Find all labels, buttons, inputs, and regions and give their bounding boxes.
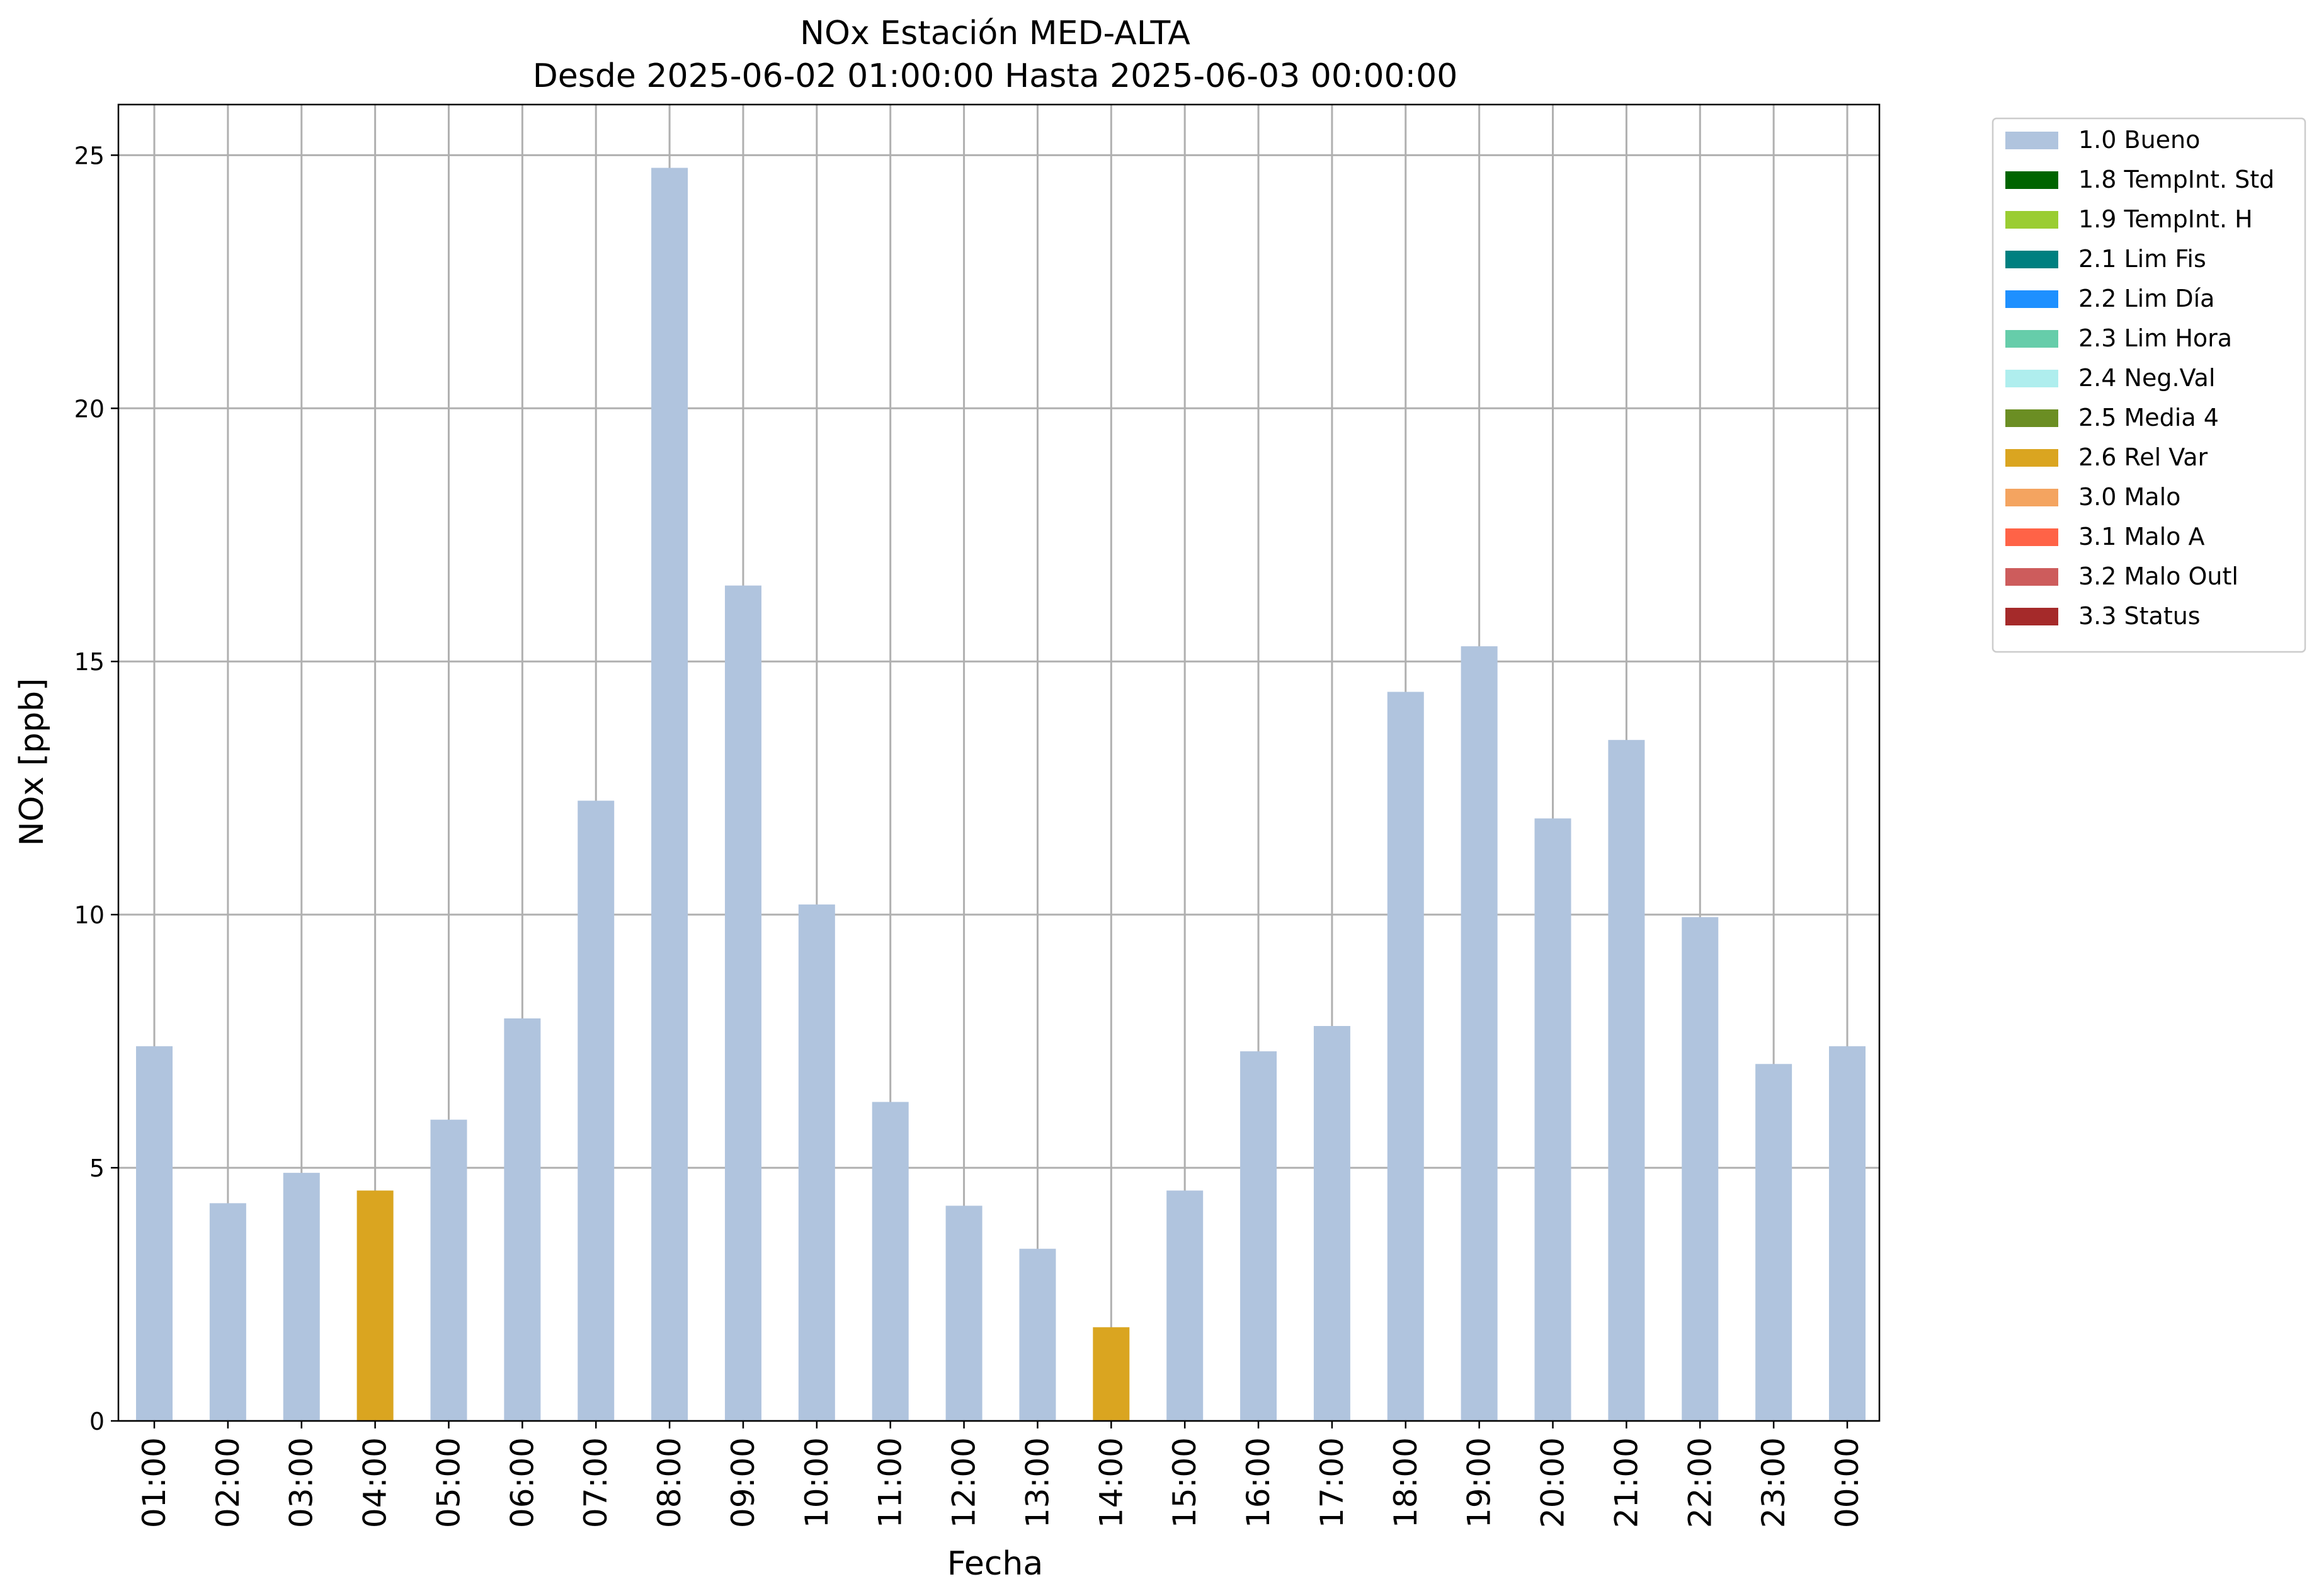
bar [1829,1046,1866,1421]
bar [1166,1190,1204,1421]
x-tick-label: 10:00 [799,1437,835,1528]
legend-swatch [2005,330,2058,348]
legend-swatch [2005,568,2058,586]
legend-swatch [2005,211,2058,229]
legend-label: 3.3 Status [2078,602,2201,630]
x-tick-label: 09:00 [725,1437,761,1528]
x-tick-label: 23:00 [1755,1437,1792,1528]
legend-swatch [2005,449,2058,467]
y-tick-label: 10 [74,901,105,929]
legend-label: 2.4 Neg.Val [2078,364,2215,392]
x-tick-label: 18:00 [1387,1437,1424,1528]
legend-swatch [2005,370,2058,387]
x-tick-label: 06:00 [504,1437,540,1528]
legend-label: 3.2 Malo Outl [2078,562,2238,590]
legend-swatch [2005,132,2058,149]
chart-title: NOx Estación MED-ALTA [800,14,1190,52]
bar [209,1203,246,1421]
bar [1682,917,1719,1421]
legend-label: 2.6 Rel Var [2078,443,2208,471]
x-tick-label: 12:00 [946,1437,983,1528]
bars [136,168,1866,1422]
x-tick-label: 00:00 [1829,1437,1866,1528]
bar [1755,1064,1792,1421]
legend-swatch [2005,489,2058,506]
x-tick-label: 02:00 [210,1437,246,1528]
x-tick-label: 20:00 [1535,1437,1571,1528]
bar [1461,646,1498,1421]
x-tick-label: 05:00 [430,1437,467,1528]
legend-label: 1.8 TempInt. Std [2078,166,2274,193]
legend-swatch [2005,251,2058,268]
x-tick-label: 11:00 [872,1437,909,1528]
x-axis-label: Fecha [947,1545,1043,1583]
bar [1313,1026,1350,1421]
bar [1019,1248,1056,1421]
plot-frame [117,103,1881,1422]
legend-swatch [2005,608,2058,625]
bar [651,168,688,1422]
legend-label: 2.2 Lim Día [2078,285,2214,312]
bar [1240,1051,1277,1421]
y-tick-label: 15 [74,648,105,676]
bar [136,1046,173,1421]
bar [724,585,761,1422]
x-tick-label: 15:00 [1166,1437,1203,1528]
x-tick-label: 13:00 [1019,1437,1056,1528]
legend: 1.0 Bueno 1.8 TempInt. Std 1.9 TempInt. H 2… [1991,117,2306,653]
legend-label: 2.3 Lim Hora [2078,324,2232,352]
y-tick-label: 25 [74,142,105,169]
legend-swatch [2005,290,2058,308]
bar [1608,739,1645,1421]
x-tick-label: 16:00 [1240,1437,1277,1528]
bar [356,1190,394,1421]
legend-swatch [2005,171,2058,189]
y-tick-label: 0 [89,1408,105,1435]
x-tick-label: 14:00 [1093,1437,1129,1528]
legend-label: 2.1 Lim Fis [2078,245,2206,273]
x-tick-label: 19:00 [1461,1437,1498,1528]
legend-frame [1991,117,2306,653]
x-tick-label: 22:00 [1682,1437,1718,1528]
bar [872,1102,909,1421]
chart-subtitle: Desde 2025-06-02 01:00:00 Hasta 2025-06-… [533,57,1458,95]
bar [1534,818,1571,1421]
x-tick-label: 17:00 [1314,1437,1350,1528]
bar [1093,1327,1130,1421]
bar [283,1173,320,1421]
legend-label: 2.5 Media 4 [2078,404,2219,431]
x-tick-label: 08:00 [651,1437,688,1528]
x-tick-label: 04:00 [357,1437,394,1528]
y-tick-label: 20 [74,395,105,423]
x-tick-label: 21:00 [1608,1437,1644,1528]
legend-swatch [2005,528,2058,546]
legend-label: 1.0 Bueno [2078,126,2200,154]
bar [1387,692,1424,1421]
bar [504,1018,541,1421]
x-tick-label: 03:00 [283,1437,320,1528]
legend-label: 3.0 Malo [2078,483,2180,511]
bar [430,1119,467,1421]
bar [798,904,835,1421]
legend-label: 1.9 TempInt. H [2078,205,2253,233]
x-tick-label: 07:00 [578,1437,614,1528]
bar [945,1206,983,1421]
y-axis-label: NOx [ppb] [13,678,51,846]
legend-label: 3.1 Malo A [2078,523,2204,550]
x-tick-label: 01:00 [136,1437,173,1528]
y-tick-label: 5 [89,1154,105,1182]
legend-swatch [2005,409,2058,427]
axis-ticks: 0 5 10 15 20 25 01:00 02:00 03:00 04:00 05:00 06:00… [74,142,1866,1528]
bar [578,801,615,1421]
